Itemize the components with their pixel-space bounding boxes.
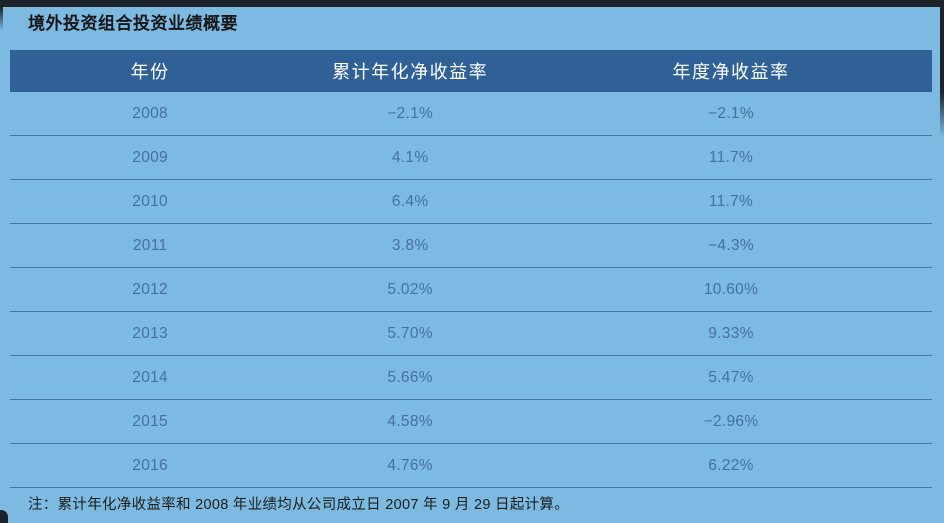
cumulative-return-cell: 4.58%: [290, 399, 530, 444]
year-cell: 2014: [10, 355, 291, 400]
column-header-annual-return: 年度净收益率: [530, 50, 932, 92]
table-header-row: 年份 累计年化净收益率 年度净收益率: [10, 50, 932, 92]
year-cell: 2010: [10, 179, 291, 224]
table-row: 2011 3.8% −4.3%: [10, 223, 932, 268]
performance-table: 年份 累计年化净收益率 年度净收益率 2008 −2.1% −2.1% 2009…: [10, 50, 932, 488]
cumulative-return-cell: −2.1%: [290, 92, 530, 136]
table-row: 2010 6.4% 11.7%: [10, 179, 932, 224]
column-header-cumulative-annualized-return: 累计年化净收益率: [290, 50, 530, 92]
annual-return-cell: 6.22%: [530, 443, 932, 488]
year-cell: 2013: [10, 311, 291, 356]
annual-return-cell: −2.1%: [530, 92, 932, 136]
scan-edge-right: [940, 7, 944, 137]
annual-return-cell: 11.7%: [530, 179, 932, 224]
annual-return-cell: 9.33%: [530, 311, 932, 356]
cumulative-return-cell: 4.1%: [290, 135, 530, 180]
scan-edge-top: [0, 0, 944, 7]
cumulative-return-cell: 5.70%: [290, 311, 530, 356]
footnote: 注：累计年化净收益率和 2008 年业绩均从公司成立日 2007 年 9 月 2…: [28, 497, 570, 513]
year-cell: 2012: [10, 267, 291, 312]
cumulative-return-cell: 5.66%: [290, 355, 530, 400]
table-row: 2008 −2.1% −2.1%: [10, 92, 932, 136]
table-row: 2014 5.66% 5.47%: [10, 355, 932, 400]
year-cell: 2008: [10, 92, 291, 136]
cumulative-return-cell: 5.02%: [290, 267, 530, 312]
scan-edge-corner: [0, 510, 8, 523]
year-cell: 2009: [10, 135, 291, 180]
year-cell: 2011: [10, 223, 291, 268]
table-row: 2015 4.58% −2.96%: [10, 399, 932, 444]
annual-return-cell: 5.47%: [530, 355, 932, 400]
year-cell: 2015: [10, 399, 291, 444]
cumulative-return-cell: 3.8%: [290, 223, 530, 268]
cumulative-return-cell: 6.4%: [290, 179, 530, 224]
table-row: 2012 5.02% 10.60%: [10, 267, 932, 312]
annual-return-cell: 10.60%: [530, 267, 932, 312]
table-row: 2016 4.76% 6.22%: [10, 443, 932, 488]
annual-return-cell: −4.3%: [530, 223, 932, 268]
table-row: 2009 4.1% 11.7%: [10, 135, 932, 180]
column-header-year: 年份: [10, 50, 291, 92]
year-cell: 2016: [10, 443, 291, 488]
annual-return-cell: −2.96%: [530, 399, 932, 444]
scan-edge-left: [0, 7, 3, 31]
annual-return-cell: 11.7%: [530, 135, 932, 180]
table-row: 2013 5.70% 9.33%: [10, 311, 932, 356]
section-title: 境外投资组合投资业绩概要: [28, 14, 238, 33]
cumulative-return-cell: 4.76%: [290, 443, 530, 488]
